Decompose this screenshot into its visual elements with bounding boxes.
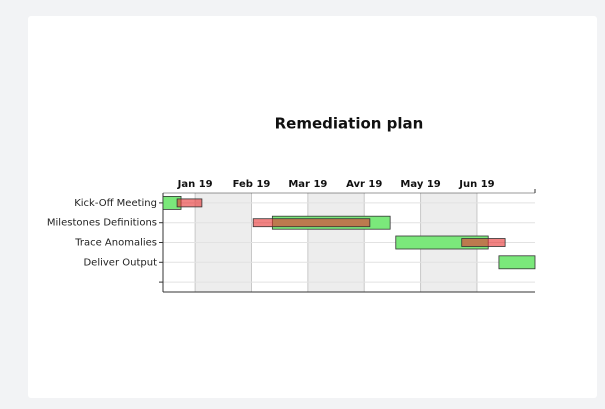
y-tick-label: Milestones Definitions	[47, 218, 157, 229]
x-tick-label: Feb 19	[233, 179, 271, 190]
y-tick-label: Trace Anomalies	[74, 238, 157, 249]
y-tick-label: Deliver Output	[83, 257, 157, 268]
x-tick-label: Jun 19	[458, 179, 494, 190]
y-tick-label: Kick-Off Meeting	[74, 198, 157, 209]
x-tick-label: Jan 19	[177, 179, 213, 190]
x-tick-label: May 19	[400, 179, 440, 190]
task-bar	[252, 218, 371, 228]
x-tick-label: Mar 19	[288, 179, 327, 190]
task-bar	[498, 255, 536, 270]
task-bar	[176, 198, 203, 208]
x-tick-label: Avr 19	[346, 179, 382, 190]
task-bar	[461, 238, 506, 247]
chart-title: Remediation plan	[275, 115, 424, 133]
